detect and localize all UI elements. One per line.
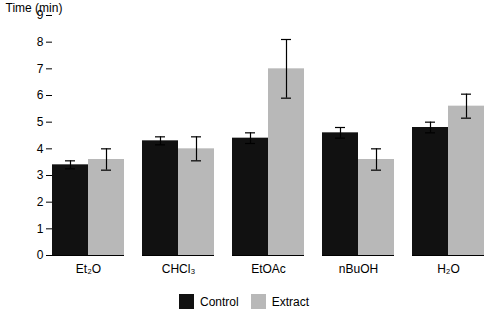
html-text:Control: Control bbox=[200, 294, 239, 309]
svg-text:3: 3 bbox=[37, 168, 44, 182]
svg-text:6: 6 bbox=[37, 88, 44, 102]
svg-text:Et₂O: Et₂O bbox=[76, 262, 101, 276]
svg-text:8: 8 bbox=[37, 35, 44, 49]
svg-text:nBuOH: nBuOH bbox=[339, 262, 378, 276]
svg-text:EtOAc: EtOAc bbox=[251, 262, 286, 276]
svg-text:4: 4 bbox=[37, 142, 44, 156]
html-text:Extract: Extract bbox=[271, 294, 309, 309]
svg-text:0: 0 bbox=[37, 248, 44, 262]
svg-text:CHCl₃: CHCl₃ bbox=[162, 262, 196, 276]
svg-text:1: 1 bbox=[37, 222, 44, 236]
svg-text:Time (min): Time (min) bbox=[6, 1, 63, 15]
svg-text:2: 2 bbox=[37, 195, 44, 209]
svg-text:5: 5 bbox=[37, 115, 44, 129]
svg-text:H₂O: H₂O bbox=[437, 262, 460, 276]
svg-text:7: 7 bbox=[37, 62, 44, 76]
svg-text:9: 9 bbox=[36, 8, 44, 23]
